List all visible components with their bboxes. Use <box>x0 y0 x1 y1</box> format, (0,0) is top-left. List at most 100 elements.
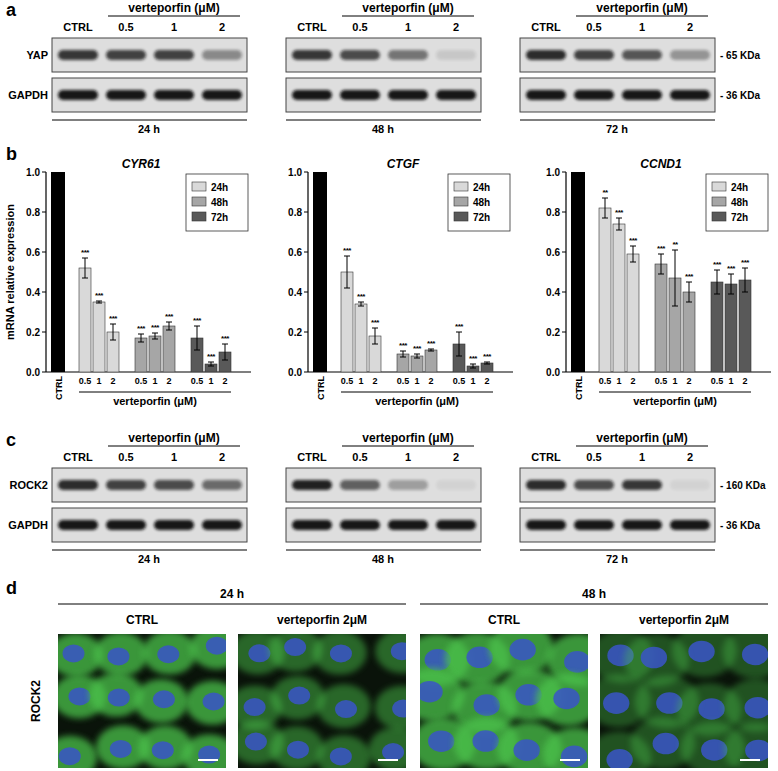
nucleus <box>206 637 226 655</box>
lane-label: 0.5 <box>352 21 367 33</box>
error-bar <box>344 256 350 288</box>
blot-strip <box>520 38 715 72</box>
cell <box>143 634 197 675</box>
band <box>526 50 566 60</box>
panel-label: a <box>6 0 17 20</box>
tick-label: 0.8 <box>546 207 560 218</box>
error-cap <box>208 366 214 367</box>
bars <box>51 172 231 372</box>
error-cap <box>96 301 102 302</box>
error-cap <box>728 274 734 275</box>
cell <box>134 679 188 723</box>
lane-label: 0.5 <box>586 451 601 463</box>
time-label: 24 h <box>220 587 244 601</box>
error-line <box>417 354 418 358</box>
cell <box>190 634 226 669</box>
lane-label: CTRL <box>531 21 561 33</box>
lane-label: 1 <box>405 451 411 463</box>
significance: ** <box>672 240 679 249</box>
cell <box>186 681 226 725</box>
category-label: 0.5 <box>341 376 354 386</box>
significance: ** <box>602 188 609 197</box>
tick-label: 0.2 <box>26 327 40 338</box>
group-line <box>52 550 247 551</box>
error-bar <box>400 351 406 357</box>
error-bar <box>686 282 692 302</box>
bracket <box>108 16 240 17</box>
error-cap <box>358 306 364 307</box>
bar-chart: 0.00.20.40.60.81.0CCND1CTRL**0.5***1***2… <box>546 157 771 407</box>
category-label: 0.5 <box>655 376 668 386</box>
error-cap <box>194 326 200 327</box>
error-bar <box>222 344 228 360</box>
blot-strip <box>52 468 247 502</box>
error-cap <box>686 302 692 303</box>
category-label: 1 <box>616 376 621 386</box>
category-label: 1 <box>470 376 475 386</box>
lane-label: CTRL <box>531 451 561 463</box>
bar <box>93 302 105 372</box>
nucleus <box>474 694 500 716</box>
category-label: 2 <box>686 376 691 386</box>
error-bar <box>110 324 116 340</box>
panel-label: b <box>6 144 17 164</box>
cell <box>271 676 325 720</box>
legend-label: 24h <box>473 182 490 193</box>
nucleus <box>391 642 406 660</box>
x-label: verteporfin (μM) <box>113 395 197 407</box>
band <box>388 90 428 100</box>
cell <box>375 634 406 673</box>
error-line <box>113 324 114 340</box>
error-cap <box>484 362 490 363</box>
protein-label: ROCK2 <box>9 479 48 491</box>
group-line <box>286 120 481 121</box>
error-line <box>675 250 676 306</box>
band <box>622 90 662 100</box>
blot-strip <box>52 78 247 112</box>
bar <box>683 292 695 372</box>
error-cap <box>630 262 636 263</box>
cell <box>317 735 371 768</box>
error-bar <box>138 334 144 342</box>
category-label: 0.5 <box>453 376 466 386</box>
nucleus <box>59 747 81 765</box>
category-label: 1 <box>414 376 419 386</box>
error-line <box>661 254 662 274</box>
legend: 24h48h72h <box>706 174 768 231</box>
band <box>388 480 428 490</box>
significance: *** <box>685 272 694 281</box>
lane-label: 1 <box>171 451 177 463</box>
error-line <box>197 326 198 350</box>
tick-label: 0.6 <box>26 247 40 258</box>
bar <box>655 264 667 372</box>
micrograph <box>58 634 226 768</box>
blot-strip <box>520 508 715 542</box>
tick-label: 0.2 <box>546 327 560 338</box>
category-label: 1 <box>672 376 677 386</box>
band <box>58 90 98 100</box>
lane-label: 2 <box>687 451 693 463</box>
legend-label: 24h <box>731 182 748 193</box>
legend-swatch <box>454 182 468 191</box>
nucleus <box>553 688 579 710</box>
size-label: - 65 KDa <box>720 50 760 61</box>
error-cap <box>470 364 476 365</box>
bar <box>711 282 723 372</box>
error-bar <box>742 268 748 292</box>
protein-label: GAPDH <box>8 519 48 531</box>
bar <box>163 326 175 372</box>
band <box>202 480 242 490</box>
category-label: 2 <box>372 376 377 386</box>
error-cap <box>222 360 228 361</box>
error-bar <box>208 362 214 366</box>
nucleus <box>110 740 132 758</box>
significance: *** <box>343 246 352 255</box>
band <box>154 50 194 60</box>
error-cap <box>138 334 144 335</box>
error-bar <box>428 349 434 351</box>
blot-strip <box>52 508 247 542</box>
nucleus <box>561 746 587 768</box>
nucleus <box>698 698 724 720</box>
error-line <box>633 246 634 262</box>
error-cap <box>372 328 378 329</box>
